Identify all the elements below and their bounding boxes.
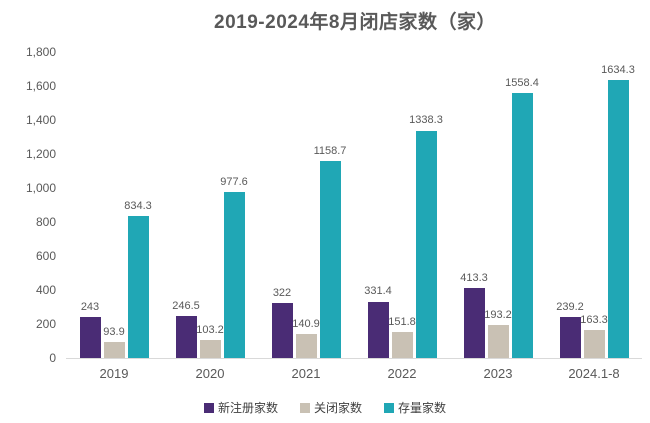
bar-column-series-1: 163.3 [580,52,608,358]
value-label: 413.3 [460,271,488,284]
value-label: 239.2 [556,301,584,314]
bar-column-series-0: 243 [79,52,101,358]
bar-cluster: 243 93.9 834.3 [79,52,152,358]
bar-group: 239.2 163.3 1634.3 2024.1-8 [546,52,642,381]
legend-swatch-icon [299,402,310,413]
bar [415,130,437,358]
x-axis-label: 2019 [99,366,129,381]
bar [319,161,341,358]
bar-column-series-2: 1558.4 [505,52,539,358]
legend-swatch-icon [384,402,394,413]
value-label: 246.5 [172,299,200,312]
y-tick-label: 800 [35,215,56,230]
value-label: 93.9 [103,325,125,338]
value-label: 1634.3 [601,63,635,76]
bar [271,303,293,358]
bar-column-series-1: 93.9 [103,52,125,358]
bar [607,80,629,358]
value-label: 163.3 [580,314,608,327]
y-tick-label: 1,800 [25,45,56,59]
legend-label: 存量家数 [398,401,447,415]
y-tick-label: 400 [35,283,56,298]
y-tick-label: 0 [49,351,56,365]
bar-column-series-2: 1158.7 [314,52,346,358]
bar-column-series-1: 140.9 [292,52,320,358]
bar [583,330,605,358]
bar-group: 322 140.9 1158.7 2021 [258,52,354,381]
bar [559,317,581,358]
y-axis: 0 200 400 600 800 1,000 1,200 1,400 1,600 1,800 [0,46,56,364]
bar [103,342,125,358]
legend-swatch-icon [203,402,214,413]
bar-cluster: 246.5 103.2 977.6 [172,52,248,358]
value-label: 140.9 [292,317,320,330]
value-label: 1338.3 [409,114,443,127]
bar-cluster: 331.4 151.8 1338.3 [364,52,443,358]
value-label: 193.2 [484,308,512,321]
legend-item-series-0: 新注册家数 [203,399,278,416]
bar-column-series-1: 103.2 [196,52,224,358]
value-label: 331.4 [364,285,392,298]
bar-cluster: 322 140.9 1158.7 [271,52,346,358]
bar-group: 246.5 103.2 977.6 2020 [162,52,258,381]
plot-area: 243 93.9 834.3 2019 246.5 103.2 977.6 2020 322 14… [66,52,642,381]
legend-item-series-1: 关闭家数 [299,399,362,416]
legend-label: 关闭家数 [313,401,362,415]
bar-column-series-0: 246.5 [172,52,200,358]
bar-column-series-2: 834.3 [124,52,152,358]
bar-cluster: 413.3 193.2 1558.4 [460,52,539,358]
bar-column-series-2: 1338.3 [409,52,443,358]
bar-group: 243 93.9 834.3 2019 [66,52,162,381]
bar [175,316,197,358]
y-tick-label: 1,400 [25,113,56,127]
legend-label: 新注册家数 [217,401,278,415]
x-axis-label: 2021 [291,366,321,381]
bar-column-series-0: 239.2 [556,52,584,358]
legend-item-series-2: 存量家数 [384,399,446,416]
value-label: 243 [80,300,100,313]
legend: 新注册家数 关闭家数 存量家数 [0,399,650,416]
y-tick-label: 600 [35,249,56,263]
bar-group: 331.4 151.8 1338.3 2022 [354,52,450,381]
bar [295,334,317,358]
value-label: 977.6 [220,175,248,188]
value-label: 151.8 [388,316,416,329]
bar [367,301,389,358]
bar [79,316,101,358]
bar-group: 413.3 193.2 1558.4 2023 [450,52,546,381]
x-axis-label: 2022 [387,366,417,381]
value-label: 322 [272,287,292,300]
bar-column-series-0: 331.4 [364,52,392,358]
y-tick-label: 1,600 [25,79,56,94]
bar-cluster: 239.2 163.3 1634.3 [556,52,635,358]
bar-column-series-0: 413.3 [460,52,488,358]
y-tick-label: 1,200 [25,147,56,161]
bar [511,93,533,358]
chart-title: 2019-2024年8月闭店家数（家） [214,12,496,33]
y-tick-label: 1,000 [25,181,56,195]
bar [463,287,485,358]
bar-column-series-2: 1634.3 [601,52,635,358]
bar [199,340,221,358]
value-label: 1158.7 [313,144,347,157]
bar-column-series-1: 151.8 [388,52,416,358]
bar [223,191,245,358]
bar-column-series-1: 193.2 [484,52,512,358]
value-label: 103.2 [196,324,224,337]
x-axis-label: 2023 [483,366,513,381]
x-axis-label: 2024.1-8 [568,366,620,381]
x-axis-label: 2020 [195,366,225,381]
bar-column-series-0: 322 [271,52,293,358]
bar-column-series-2: 977.6 [220,52,248,358]
bar [391,332,413,358]
bar [127,216,149,358]
value-label: 1558.4 [505,76,539,89]
y-tick-label: 200 [35,317,56,332]
value-label: 834.3 [124,199,152,212]
bar [487,325,509,358]
